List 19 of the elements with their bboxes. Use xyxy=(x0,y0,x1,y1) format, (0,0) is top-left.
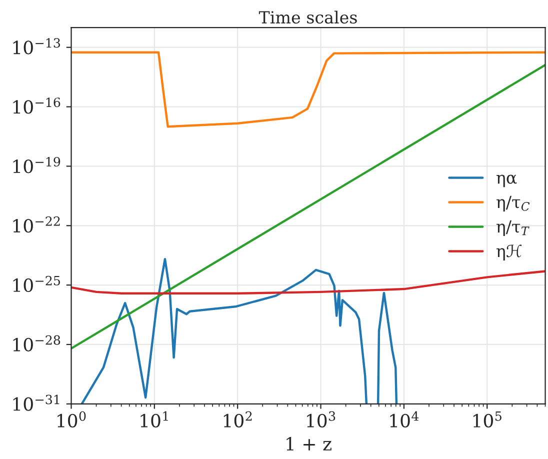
y-tick-label: 10$^{−22}$ xyxy=(13,216,60,233)
y-tick-label: 10$^{−16}$ xyxy=(13,98,60,114)
chart-title: Time scales xyxy=(258,10,357,24)
legend-label: η/τ$_{T}$ xyxy=(496,220,530,236)
x-tick-label: 10$^{5}$ xyxy=(473,411,502,428)
x-tick-label: 10$^{0}$ xyxy=(58,411,86,428)
y-tick-label: 10$^{−19}$ xyxy=(13,156,60,174)
legend-label: ηℋ xyxy=(496,244,522,261)
y-tick-label: 10$^{−28}$ xyxy=(13,335,60,352)
legend-label: η/τ$_{C}$ xyxy=(496,196,530,212)
x-axis-title: 1 + z xyxy=(286,436,332,450)
x-tick-label: 10$^{2}$ xyxy=(224,411,252,428)
x-tick-label: 10$^{1}$ xyxy=(140,411,168,428)
y-tick-label: 10$^{−25}$ xyxy=(13,276,60,292)
y-tick-label: 10$^{−13}$ xyxy=(13,38,60,54)
legend-label: ηα xyxy=(496,174,517,188)
y-tick-label: 10$^{−31}$ xyxy=(13,394,60,411)
x-tick-label: 10$^{4}$ xyxy=(390,411,419,428)
x-tick-label: 10$^{3}$ xyxy=(307,411,336,428)
